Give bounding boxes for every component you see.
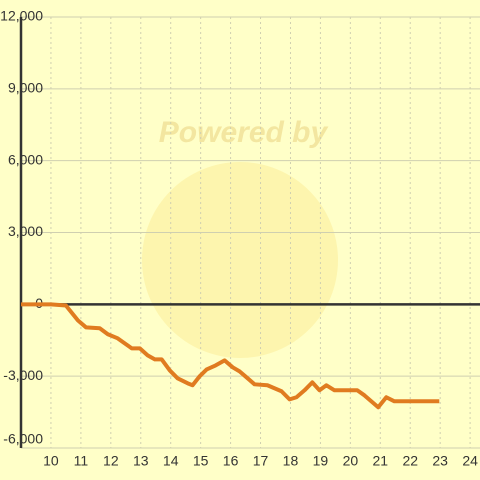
x-tick-label: 17 — [253, 453, 269, 469]
x-tick-label: 13 — [133, 453, 149, 469]
x-tick-label: 19 — [313, 453, 329, 469]
watermark: Powered by — [159, 116, 329, 149]
y-tick-label: 3,000 — [8, 223, 43, 239]
x-tick-label: 14 — [163, 453, 179, 469]
x-tick-label: 15 — [193, 453, 209, 469]
x-tick-label: 12 — [103, 453, 119, 469]
x-tick-label: 10 — [43, 453, 59, 469]
x-tick-label: 22 — [402, 453, 418, 469]
x-tick-label: 20 — [343, 453, 359, 469]
y-tick-label: -3,000 — [3, 367, 43, 383]
x-tick-label: 16 — [223, 453, 239, 469]
x-tick-label: 23 — [432, 453, 448, 469]
y-tick-label: 12,000 — [0, 8, 43, 24]
line-series — [21, 302, 440, 410]
x-tick-label: 18 — [283, 453, 299, 469]
x-tick-label: 21 — [373, 453, 389, 469]
x-tick-label: 24 — [462, 453, 478, 469]
watermark-logo — [142, 162, 338, 358]
y-tick-label: 9,000 — [8, 80, 43, 96]
x-tick-label: 11 — [74, 453, 89, 469]
y-tick-label: 6,000 — [8, 151, 43, 167]
y-tick-label: -6,000 — [3, 431, 43, 447]
